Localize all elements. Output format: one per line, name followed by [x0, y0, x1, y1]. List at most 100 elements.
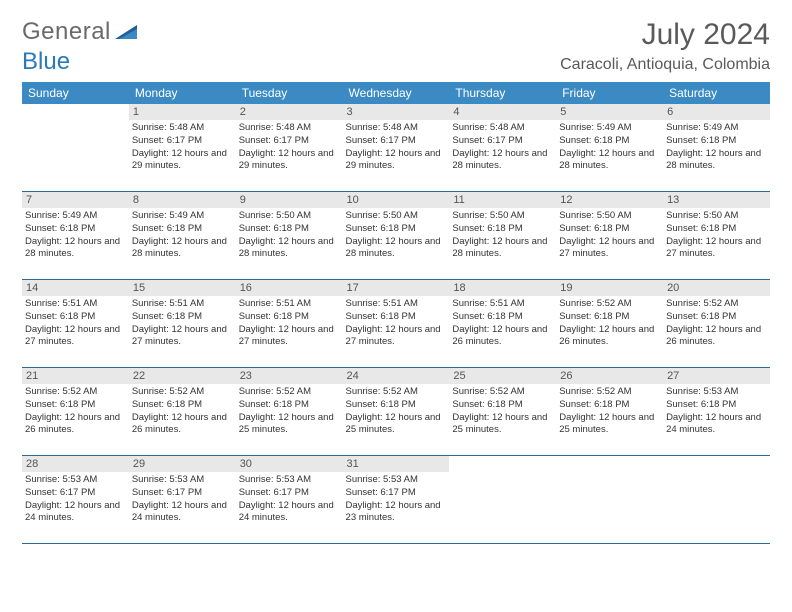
- sunset-text: Sunset: 6:17 PM: [346, 135, 447, 148]
- sunset-text: Sunset: 6:18 PM: [559, 399, 660, 412]
- day-details: Sunrise: 5:52 AMSunset: 6:18 PMDaylight:…: [559, 386, 660, 437]
- day-number: 26: [556, 368, 663, 384]
- calendar-cell: 27 Sunrise: 5:53 AMSunset: 6:18 PMDayligh…: [663, 368, 770, 456]
- calendar-cell: 15Sunrise: 5:51 AMSunset: 6:18 PMDayligh…: [129, 280, 236, 368]
- daylight-text: Daylight: 12 hours and 25 minutes.: [559, 412, 660, 438]
- day-number: 6: [663, 104, 770, 120]
- day-details: Sunrise: 5:48 AMSunset: 6:17 PMDaylight:…: [346, 122, 447, 173]
- logo-word2: Blue: [22, 48, 70, 76]
- calendar-body: 1Sunrise: 5:48 AMSunset: 6:17 PMDaylight…: [22, 104, 770, 544]
- calendar-cell: 9Sunrise: 5:50 AMSunset: 6:18 PMDaylight…: [236, 192, 343, 280]
- calendar-cell: 30Sunrise: 5:53 AMSunset: 6:17 PMDayligh…: [236, 456, 343, 544]
- sunrise-text: Sunrise: 5:51 AM: [132, 298, 233, 311]
- daylight-text: Daylight: 12 hours and 26 minutes.: [559, 324, 660, 350]
- day-number: 21: [22, 368, 129, 384]
- sunset-text: Sunset: 6:18 PM: [452, 223, 553, 236]
- daylight-text: Daylight: 12 hours and 24 minutes.: [132, 500, 233, 526]
- daylight-text: Daylight: 12 hours and 28 minutes.: [666, 148, 767, 174]
- sunset-text: Sunset: 6:18 PM: [666, 399, 767, 412]
- sunset-text: Sunset: 6:18 PM: [346, 223, 447, 236]
- daylight-text: Daylight: 12 hours and 24 minutes.: [25, 500, 126, 526]
- daylight-text: Daylight: 12 hours and 24 minutes.: [239, 500, 340, 526]
- calendar-row: 28 Sunrise: 5:53 AMSunset: 6:17 PMDayligh…: [22, 456, 770, 544]
- sunset-text: Sunset: 6:17 PM: [239, 135, 340, 148]
- weekday-header: Wednesday: [343, 82, 450, 104]
- sunrise-text: Sunrise: 5:53 AM: [666, 386, 767, 399]
- calendar-cell: 14Sunrise: 5:51 AMSunset: 6:18 PMDayligh…: [22, 280, 129, 368]
- daylight-text: Daylight: 12 hours and 26 minutes.: [25, 412, 126, 438]
- day-details: Sunrise: 5:51 AMSunset: 6:18 PMDaylight:…: [25, 298, 126, 349]
- daylight-text: Daylight: 12 hours and 29 minutes.: [346, 148, 447, 174]
- day-number: 16: [236, 280, 343, 296]
- day-number: 31: [343, 456, 450, 472]
- daylight-text: Daylight: 12 hours and 25 minutes.: [452, 412, 553, 438]
- daylight-text: Daylight: 12 hours and 28 minutes.: [239, 236, 340, 262]
- sunset-text: Sunset: 6:17 PM: [452, 135, 553, 148]
- calendar-cell: 11Sunrise: 5:50 AMSunset: 6:18 PMDayligh…: [449, 192, 556, 280]
- day-number: 28: [22, 456, 129, 472]
- calendar-cell: 17Sunrise: 5:51 AMSunset: 6:18 PMDayligh…: [343, 280, 450, 368]
- day-details: Sunrise: 5:49 AMSunset: 6:18 PMDaylight:…: [559, 122, 660, 173]
- sunrise-text: Sunrise: 5:51 AM: [452, 298, 553, 311]
- sunrise-text: Sunrise: 5:50 AM: [346, 210, 447, 223]
- daylight-text: Daylight: 12 hours and 28 minutes.: [132, 236, 233, 262]
- day-number: 8: [129, 192, 236, 208]
- calendar-cell: 23Sunrise: 5:52 AMSunset: 6:18 PMDayligh…: [236, 368, 343, 456]
- daylight-text: Daylight: 12 hours and 28 minutes.: [452, 148, 553, 174]
- day-details: Sunrise: 5:53 AMSunset: 6:17 PMDaylight:…: [25, 474, 126, 525]
- day-number: 18: [449, 280, 556, 296]
- calendar-cell: 16Sunrise: 5:51 AMSunset: 6:18 PMDayligh…: [236, 280, 343, 368]
- day-number: 1: [129, 104, 236, 120]
- day-number: 25: [449, 368, 556, 384]
- daylight-text: Daylight: 12 hours and 24 minutes.: [666, 412, 767, 438]
- sunset-text: Sunset: 6:18 PM: [239, 311, 340, 324]
- sunrise-text: Sunrise: 5:48 AM: [132, 122, 233, 135]
- weekday-header: Sunday: [22, 82, 129, 104]
- sunset-text: Sunset: 6:18 PM: [559, 223, 660, 236]
- calendar-cell: 31 Sunrise: 5:53 AMSunset: 6:17 PMDayligh…: [343, 456, 450, 544]
- day-details: Sunrise: 5:52 AMSunset: 6:18 PMDaylight:…: [666, 298, 767, 349]
- daylight-text: Daylight: 12 hours and 28 minutes.: [346, 236, 447, 262]
- day-details: Sunrise: 5:51 AMSunset: 6:18 PMDaylight:…: [132, 298, 233, 349]
- day-details: Sunrise: 5:48 AMSunset: 6:17 PMDaylight:…: [452, 122, 553, 173]
- sunset-text: Sunset: 6:17 PM: [132, 135, 233, 148]
- daylight-text: Daylight: 12 hours and 26 minutes.: [132, 412, 233, 438]
- daylight-text: Daylight: 12 hours and 27 minutes.: [25, 324, 126, 350]
- daylight-text: Daylight: 12 hours and 28 minutes.: [452, 236, 553, 262]
- daylight-text: Daylight: 12 hours and 28 minutes.: [559, 148, 660, 174]
- calendar-cell: 7Sunrise: 5:49 AMSunset: 6:18 PMDaylight…: [22, 192, 129, 280]
- calendar-cell: [22, 104, 129, 192]
- sunrise-text: Sunrise: 5:52 AM: [452, 386, 553, 399]
- day-details: Sunrise: 5:53 AMSunset: 6:17 PMDaylight:…: [346, 474, 447, 525]
- sunrise-text: Sunrise: 5:51 AM: [346, 298, 447, 311]
- calendar-row: 7Sunrise: 5:49 AMSunset: 6:18 PMDaylight…: [22, 192, 770, 280]
- calendar-cell: 29Sunrise: 5:53 AMSunset: 6:17 PMDayligh…: [129, 456, 236, 544]
- sunrise-text: Sunrise: 5:52 AM: [132, 386, 233, 399]
- sunset-text: Sunset: 6:17 PM: [239, 487, 340, 500]
- sunset-text: Sunset: 6:18 PM: [559, 135, 660, 148]
- day-details: Sunrise: 5:52 AMSunset: 6:18 PMDaylight:…: [25, 386, 126, 437]
- day-details: Sunrise: 5:51 AMSunset: 6:18 PMDaylight:…: [346, 298, 447, 349]
- sunset-text: Sunset: 6:18 PM: [559, 311, 660, 324]
- calendar-cell: 8Sunrise: 5:49 AMSunset: 6:18 PMDaylight…: [129, 192, 236, 280]
- sunset-text: Sunset: 6:18 PM: [666, 223, 767, 236]
- weekday-header: Friday: [556, 82, 663, 104]
- day-number: 13: [663, 192, 770, 208]
- day-details: Sunrise: 5:53 AMSunset: 6:17 PMDaylight:…: [239, 474, 340, 525]
- header: General July 2024 Caracoli, Antioquia, C…: [22, 18, 770, 74]
- day-number: 27: [663, 368, 770, 384]
- calendar-page: General July 2024 Caracoli, Antioquia, C…: [0, 0, 792, 562]
- sunrise-text: Sunrise: 5:50 AM: [559, 210, 660, 223]
- calendar-cell: 26 Sunrise: 5:52 AMSunset: 6:18 PMDayligh…: [556, 368, 663, 456]
- daylight-text: Daylight: 12 hours and 27 minutes.: [559, 236, 660, 262]
- sunset-text: Sunset: 6:18 PM: [239, 399, 340, 412]
- day-details: Sunrise: 5:52 AMSunset: 6:18 PMDaylight:…: [132, 386, 233, 437]
- daylight-text: Daylight: 12 hours and 26 minutes.: [452, 324, 553, 350]
- calendar-cell: 10Sunrise: 5:50 AMSunset: 6:18 PMDayligh…: [343, 192, 450, 280]
- month-title: July 2024: [560, 18, 770, 52]
- sunrise-text: Sunrise: 5:50 AM: [452, 210, 553, 223]
- calendar-cell: 1Sunrise: 5:48 AMSunset: 6:17 PMDaylight…: [129, 104, 236, 192]
- sunset-text: Sunset: 6:17 PM: [25, 487, 126, 500]
- sunrise-text: Sunrise: 5:48 AM: [346, 122, 447, 135]
- sunset-text: Sunset: 6:18 PM: [666, 135, 767, 148]
